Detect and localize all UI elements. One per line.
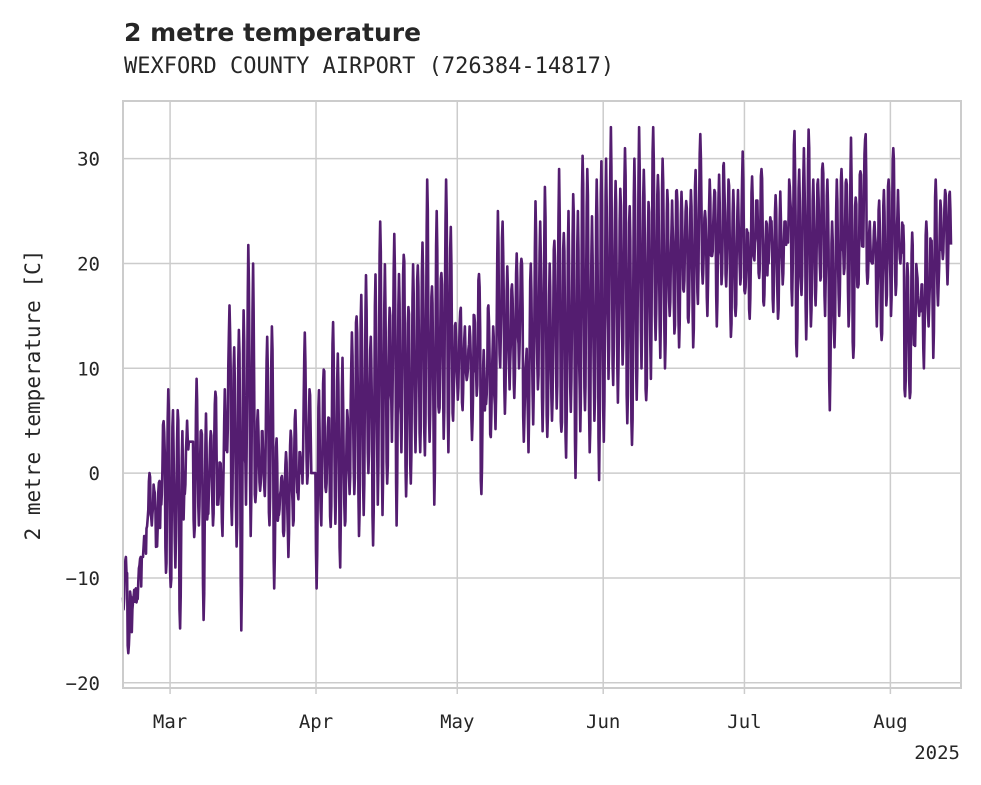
y-tick-label: −20 [66,673,100,695]
y-tick-label: 30 [77,149,100,171]
y-tick-label: 0 [89,463,100,485]
series-layer [121,125,953,655]
chart-title: 2 metre temperature [124,18,421,47]
x-axis-year-label: 2025 [914,742,960,764]
temperature-series-line [121,125,953,655]
y-tick-labels: −20 −10 0 10 20 30 [66,149,100,695]
x-tick-label: Jul [727,711,761,733]
x-tick-label: Apr [299,711,333,733]
x-tick-label: Jun [586,711,620,733]
y-tick-label: 10 [77,358,100,380]
x-tick-labels: Mar Apr May Jun Jul Aug [153,711,908,733]
y-tick-label: 20 [77,253,100,275]
y-tick-label: −10 [66,568,100,590]
y-axis-label: 2 metre temperature [C] [21,250,45,541]
x-tick-label: Mar [153,711,187,733]
x-tick-label: May [440,711,474,733]
chart-subtitle: WEXFORD COUNTY AIRPORT (726384-14817) [124,54,614,79]
x-tick-label: Aug [873,711,907,733]
plot-frame [122,100,962,689]
